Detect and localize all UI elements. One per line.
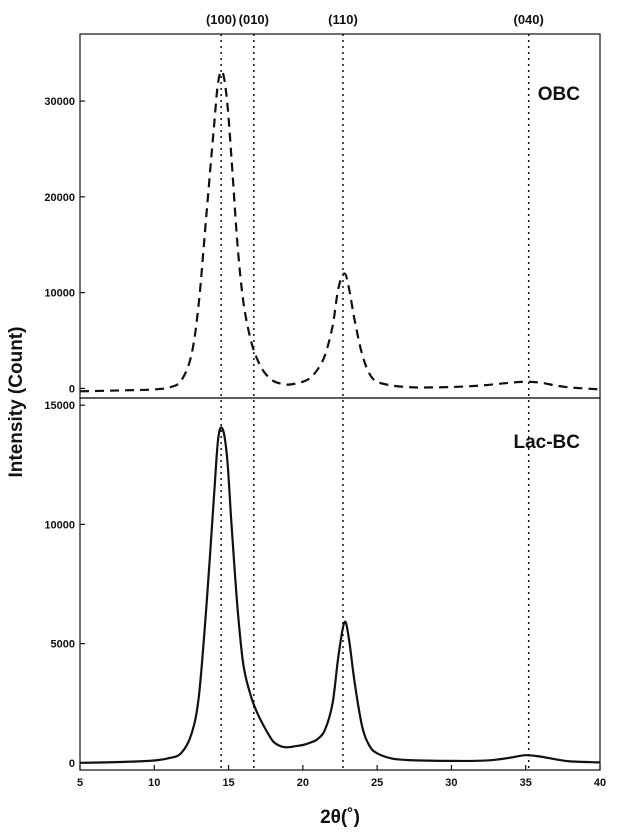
ytick-label-top-1: 10000 <box>44 288 75 300</box>
xtick-label-1: 10 <box>148 777 160 789</box>
xtick-label-0: 5 <box>77 777 83 789</box>
ytick-label-top-0: 0 <box>69 383 75 395</box>
ytick-label-bottom-1: 5000 <box>51 639 75 651</box>
x-axis-title: 2θ(˚) <box>320 807 360 828</box>
peak-label-1: (010) <box>239 12 269 27</box>
xtick-label-4: 25 <box>371 777 383 789</box>
panel-label-bottom: Lac-BC <box>513 432 580 453</box>
axis-ticks: 0 10000 20000 30000 0 5000 10000 15000 5 10 15 20 25… <box>44 96 606 789</box>
xtick-label-3: 20 <box>297 777 309 789</box>
ytick-label-bottom-0: 0 <box>69 758 75 770</box>
ytick-label-top-3: 30000 <box>44 96 75 108</box>
peak-label-0: (100) <box>206 12 236 27</box>
xtick-label-2: 15 <box>222 777 234 789</box>
peak-label-3: (040) <box>514 12 544 27</box>
xtick-label-5: 30 <box>445 777 457 789</box>
panel-label-top: OBC <box>538 84 581 105</box>
ytick-label-bottom-3: 15000 <box>44 400 75 412</box>
peak-label-2: (110) <box>328 12 358 27</box>
ytick-label-bottom-2: 10000 <box>44 519 75 531</box>
xtick-label-6: 35 <box>520 777 532 789</box>
series-line-top-0 <box>79 70 601 393</box>
bottom-panel-frame <box>79 397 601 771</box>
curves <box>79 70 601 764</box>
peak-lines: (100) (010) (110) (040) <box>206 12 544 770</box>
ytick-label-top-2: 20000 <box>44 192 75 204</box>
xtick-label-7: 40 <box>594 777 606 789</box>
series-line-bottom-0 <box>79 426 601 764</box>
y-axis-title: Intensity (Count) <box>6 327 27 478</box>
top-panel-frame <box>79 33 601 399</box>
